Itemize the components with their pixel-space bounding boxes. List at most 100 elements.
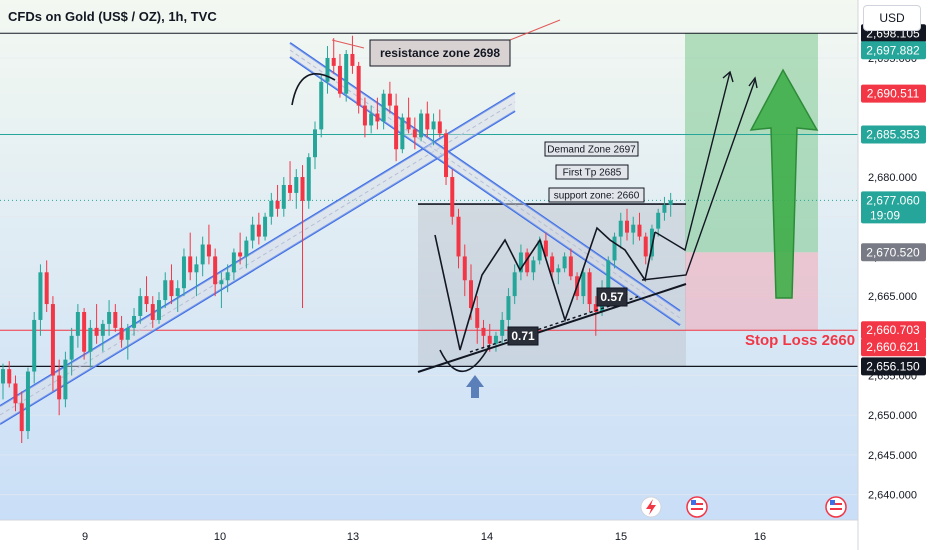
candle-body xyxy=(637,224,642,237)
price-badge-label: 2,656.150 xyxy=(866,359,920,373)
candle-body xyxy=(82,312,87,352)
candle-body xyxy=(57,375,62,400)
chart-title: CFDs on Gold (US$ / OZ), 1h, TVC xyxy=(8,9,217,24)
resistance-label-box xyxy=(369,39,511,67)
ratio-071-label: 0.71 xyxy=(511,329,535,343)
candle-body xyxy=(107,312,112,324)
candle-body xyxy=(1,369,5,384)
stop-loss-zone xyxy=(685,252,818,331)
support-label: support zone: 2660 xyxy=(554,191,640,202)
us-flag-icon xyxy=(825,496,847,518)
projection-arrowhead-2 xyxy=(748,76,758,89)
candle-body xyxy=(512,272,517,297)
candle-body xyxy=(462,256,467,281)
candle-body xyxy=(275,200,280,209)
red-pointer-2 xyxy=(509,19,561,41)
currency-selector[interactable]: USD xyxy=(863,5,921,31)
candle-body xyxy=(406,117,411,130)
price-badge xyxy=(861,338,926,357)
candle-body xyxy=(313,129,317,158)
demand-label-box xyxy=(544,141,639,157)
candle-body xyxy=(32,319,37,372)
price-badge-label: 2,690.511 xyxy=(867,87,920,101)
candle-body xyxy=(144,296,149,305)
us-flag-icon-stripe xyxy=(830,503,842,505)
price-badge xyxy=(861,84,926,103)
candle-body xyxy=(500,319,505,336)
us-flag-icon-stripe xyxy=(691,508,703,510)
candle-body xyxy=(668,200,673,205)
candle-body xyxy=(481,327,486,336)
us-flag-icon xyxy=(686,496,708,518)
price-badge-label: 2,670.520 xyxy=(866,245,920,259)
candle-body xyxy=(306,157,311,201)
candle-body xyxy=(250,224,255,241)
candle-body xyxy=(344,53,349,94)
candle-body xyxy=(419,113,424,138)
candle-body xyxy=(94,327,99,336)
ascending-channel-fill xyxy=(0,93,515,424)
candle-body xyxy=(593,304,598,312)
resistance-label: resistance zone 2698 xyxy=(380,46,500,60)
ratio-057-label: 0.57 xyxy=(600,290,624,304)
ratio-057-label-box xyxy=(596,287,628,307)
candle-body xyxy=(362,105,367,126)
candle-body xyxy=(288,184,293,193)
candle-body xyxy=(200,244,205,265)
candle-body xyxy=(213,256,218,285)
x-tick-label: 9 xyxy=(82,531,88,543)
y-tick-label: 2,640.000 xyxy=(868,490,917,502)
candle-body xyxy=(643,236,648,257)
price-badge xyxy=(861,321,926,340)
candle-body xyxy=(337,65,342,94)
candle-body xyxy=(612,236,617,261)
candle-body xyxy=(531,260,536,273)
first-tp-label: First Tp 2685 xyxy=(563,168,622,179)
candle-body xyxy=(256,224,261,237)
flash-event-icon-glyph xyxy=(646,499,656,515)
red-pointer-1 xyxy=(331,39,365,49)
candle-body xyxy=(493,335,498,344)
candle-body xyxy=(163,280,168,301)
candle-body xyxy=(244,240,249,257)
candle-body xyxy=(412,129,417,138)
bottom-curve xyxy=(439,344,491,373)
candle-body xyxy=(525,252,530,273)
candle-body xyxy=(631,224,636,233)
candle-body xyxy=(231,252,236,273)
top-arc xyxy=(291,73,336,106)
price-axis-layer: 2,640.0002,645.0002,650.0002,655.0002,66… xyxy=(857,0,926,550)
candle-body xyxy=(568,256,573,277)
candle-body xyxy=(294,177,299,193)
candle-body xyxy=(400,117,405,150)
rising-trendline xyxy=(417,283,687,373)
x-tick-label: 10 xyxy=(214,531,226,543)
candle-body xyxy=(369,113,374,126)
candle-body xyxy=(181,256,186,289)
candle-body xyxy=(132,315,137,328)
candle-body xyxy=(75,312,80,336)
candle-body xyxy=(581,272,586,297)
candle-body xyxy=(587,272,592,305)
candle-body xyxy=(625,220,629,233)
x-tick-label: 15 xyxy=(615,531,627,543)
annotations-layer: resistance zone 2698 Demand Zone 2697 Firs… xyxy=(369,39,855,518)
y-tick-label: 2,645.000 xyxy=(868,450,917,462)
candle-body xyxy=(225,272,230,281)
candle-body xyxy=(456,216,461,257)
channels-layer xyxy=(0,42,681,425)
candle-body xyxy=(550,256,555,273)
candle-body xyxy=(219,280,224,285)
candle-body xyxy=(88,327,93,352)
candle-body xyxy=(38,272,43,320)
y-tick-label: 2,665.000 xyxy=(868,291,917,303)
price-badge-label: 2,697.882 xyxy=(866,43,920,57)
candle-body xyxy=(450,177,455,217)
candle-body xyxy=(44,272,49,305)
candle-body xyxy=(375,113,380,122)
us-flag-icon-canton xyxy=(830,500,835,505)
candle-body xyxy=(263,216,268,237)
price-badge xyxy=(861,243,926,262)
candle-body xyxy=(175,288,180,297)
